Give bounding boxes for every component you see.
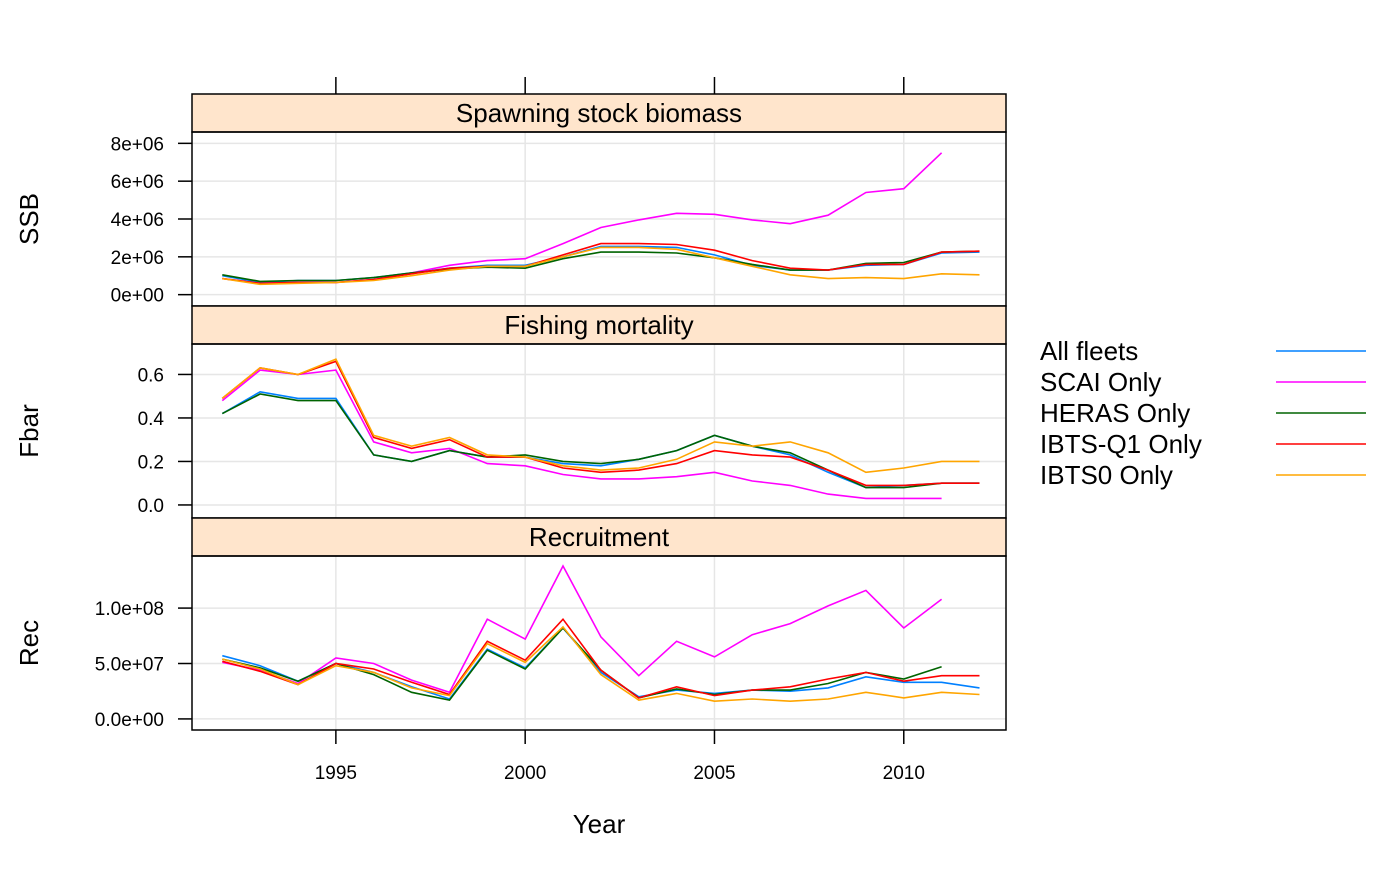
y-tick-label: 0e+00 bbox=[111, 286, 164, 307]
series-line-ibts0-only bbox=[222, 625, 980, 703]
y-tick-label: 0.6 bbox=[138, 365, 164, 386]
legend-entry-label: HERAS Only bbox=[1040, 398, 1190, 428]
series-line-ibts-q1-only bbox=[222, 617, 980, 699]
panel-strip bbox=[191, 517, 1007, 557]
panel-strip-title: Spawning stock biomass bbox=[456, 98, 742, 128]
series-line-ibts-q1-only bbox=[221, 360, 980, 487]
y-tick-label: 4e+06 bbox=[111, 210, 164, 231]
y-axis-label: Rec bbox=[14, 620, 44, 666]
series-layer bbox=[221, 152, 980, 703]
x-tick-label: 2005 bbox=[693, 763, 735, 784]
y-tick-label: 0.0e+00 bbox=[95, 710, 164, 731]
series-line-scai-only bbox=[221, 369, 942, 500]
legend-entry-label: All fleets bbox=[1040, 336, 1138, 366]
x-tick-label: 2010 bbox=[883, 763, 925, 784]
legend-entry-label: SCAI Only bbox=[1040, 367, 1161, 397]
panel-strip bbox=[191, 93, 1007, 133]
panel-strip bbox=[191, 305, 1007, 345]
legend-entry-label: IBTS-Q1 Only bbox=[1040, 429, 1202, 459]
y-tick-label: 5.0e+07 bbox=[95, 655, 164, 676]
y-tick-label: 0.0 bbox=[138, 496, 164, 517]
series-line-heras-only bbox=[222, 626, 942, 701]
y-tick-label: 0.2 bbox=[138, 452, 164, 473]
x-axis-label: Year bbox=[573, 809, 626, 839]
y-tick-label: 6e+06 bbox=[111, 172, 164, 193]
series-line-scai-only bbox=[222, 152, 943, 285]
x-tick-label: 2000 bbox=[504, 763, 546, 784]
series-line-ibts0-only bbox=[222, 246, 980, 286]
panel-border bbox=[191, 343, 1007, 519]
x-tick-label: 1995 bbox=[315, 763, 357, 784]
y-tick-label: 8e+06 bbox=[111, 134, 164, 155]
panel-border bbox=[191, 555, 1007, 731]
y-axis-label: Fbar bbox=[14, 404, 44, 458]
legend-entry-label: IBTS0 Only bbox=[1040, 460, 1173, 490]
panel-strip-title: Fishing mortality bbox=[504, 310, 693, 340]
y-tick-label: 1.0e+08 bbox=[95, 599, 164, 620]
frame-layer: Spawning stock biomass Fishing mortality R… bbox=[191, 93, 1007, 731]
axis-layer: Year 0e+00 2e+06 4e+06 6e+06 8e+06 SSB 0.0 0.2 0… bbox=[14, 77, 925, 839]
y-tick-label: 2e+06 bbox=[111, 248, 164, 269]
series-line-scai-only bbox=[222, 564, 943, 694]
panel-strip-title: Recruitment bbox=[529, 522, 670, 552]
y-tick-label: 0.4 bbox=[138, 409, 165, 430]
grid-layer bbox=[192, 132, 1006, 730]
series-line-ibts0-only bbox=[221, 358, 980, 474]
y-axis-label: SSB bbox=[14, 193, 44, 245]
series-line-heras-only bbox=[221, 393, 980, 489]
